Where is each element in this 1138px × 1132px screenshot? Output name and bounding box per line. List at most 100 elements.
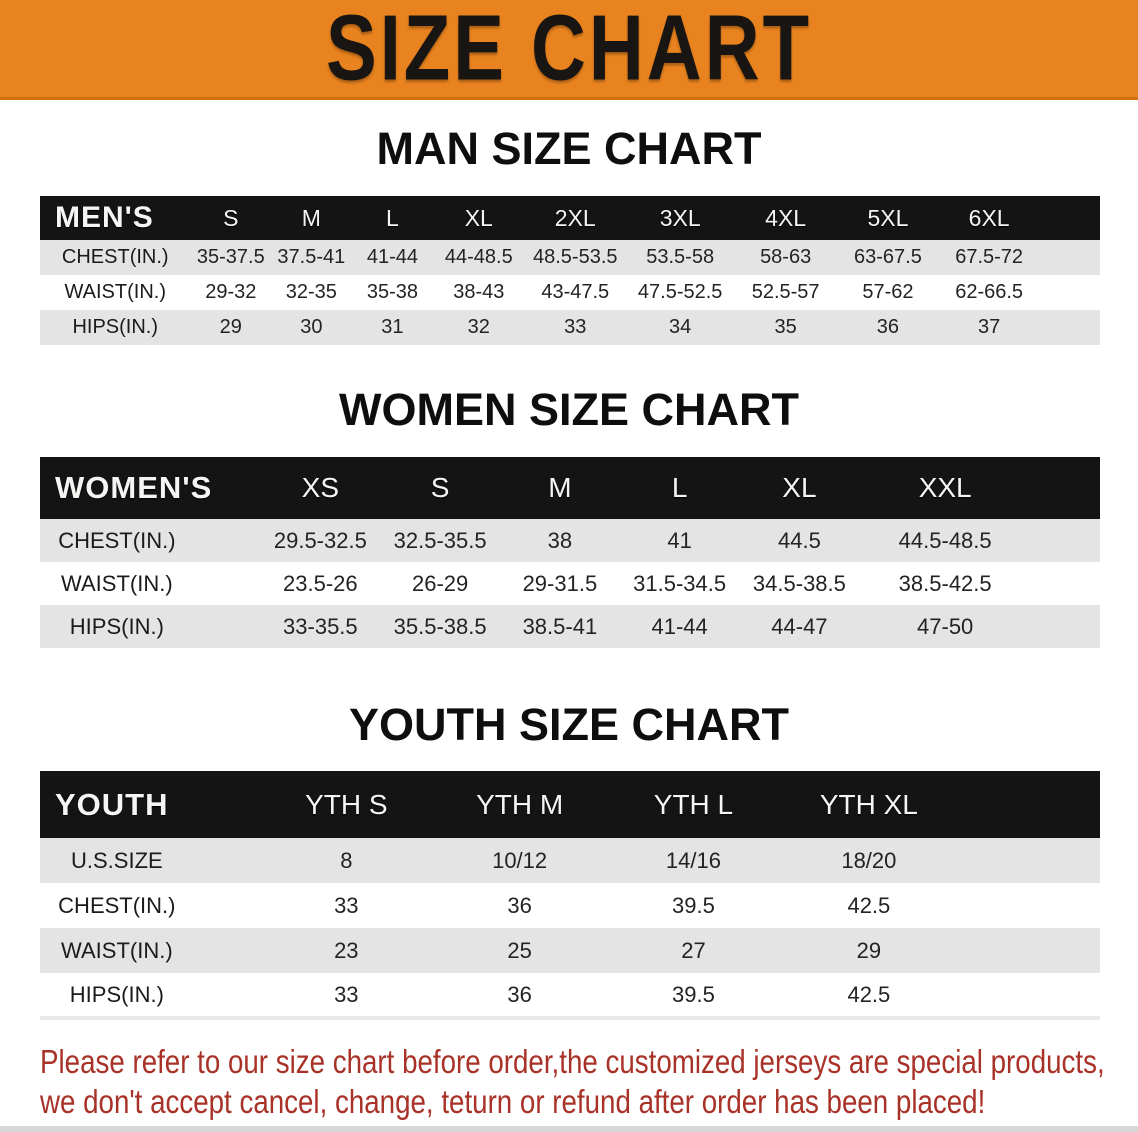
size-value-cell: 36 xyxy=(837,310,939,345)
column-header: XL xyxy=(739,457,860,519)
size-value-cell: 41 xyxy=(619,519,740,562)
disclaimer-line-1: Please refer to our size chart before or… xyxy=(40,1043,1105,1080)
size-value-cell: 67.5-72 xyxy=(938,240,1040,275)
column-header: XL xyxy=(433,196,525,240)
size-value-cell: 37 xyxy=(938,310,1040,345)
spacer-cell xyxy=(193,928,261,973)
table-corner-label: YOUTH xyxy=(40,771,194,838)
table-row: HIPS(IN.) 33-35.5 35.5-38.5 38.5-41 41-44 44-… xyxy=(40,605,1100,648)
column-header: M xyxy=(271,196,352,240)
header-row: YOUTH YTH S YTH M YTH L YTH XL xyxy=(40,771,1100,838)
size-value-cell: 53.5-58 xyxy=(626,240,735,275)
banner: SIZE CHART xyxy=(0,0,1138,100)
bottom-strip xyxy=(0,1126,1138,1132)
spacer-cell xyxy=(957,838,1100,883)
size-value-cell: 29-31.5 xyxy=(500,562,620,605)
spacer-cell xyxy=(1039,240,1100,275)
disclaimer: Please refer to our size chart before or… xyxy=(40,1042,1138,1122)
spacer-cell xyxy=(193,973,261,1018)
table-corner-label: MEN'S xyxy=(40,196,191,240)
disclaimer-line-2: we don't accept cancel, change, teturn o… xyxy=(40,1083,986,1120)
size-value-cell: 35-37.5 xyxy=(190,240,272,275)
youth-size-chart-heading: YOUTH SIZE CHART xyxy=(348,699,789,750)
women-size-table: WOMEN'S XS S M L XL XXL CHEST(IN.) 29.5-32.5 32.5… xyxy=(40,457,1100,648)
spacer-cell xyxy=(193,771,261,838)
size-value-cell: 33-35.5 xyxy=(260,605,381,648)
table-row: U.S.SIZE 8 10/12 14/16 18/20 xyxy=(40,838,1100,883)
size-value-cell: 35.5-38.5 xyxy=(380,605,500,648)
women-size-chart-heading: WOMEN SIZE CHART xyxy=(339,384,799,435)
table-row: HIPS(IN.) 29 30 31 32 33 34 35 36 37 xyxy=(40,310,1100,345)
spacer-cell xyxy=(193,562,261,605)
women-size-chart-section: WOMEN SIZE CHART WOMEN'S XS S M L XL XXL CHEST(I… xyxy=(0,385,1138,648)
header-row: MEN'S S M L XL 2XL 3XL 4XL 5XL 6XL xyxy=(40,196,1100,240)
size-chart-sections: MAN SIZE CHART MEN'S S M L XL 2XL 3XL 4XL 5XL 6XL C… xyxy=(0,124,1138,1020)
size-value-cell: 30 xyxy=(271,310,352,345)
size-value-cell: 38.5-41 xyxy=(500,605,620,648)
column-header: L xyxy=(619,457,740,519)
row-label: CHEST(IN.) xyxy=(40,240,191,275)
size-value-cell: 35-38 xyxy=(351,275,434,310)
table-row: WAIST(IN.) 29-32 32-35 35-38 38-43 43-47.5 47.… xyxy=(40,275,1100,310)
youth-size-chart-section: YOUTH SIZE CHART YOUTH YTH S YTH M YTH L YTH … xyxy=(0,700,1138,1020)
row-label: U.S.SIZE xyxy=(40,838,194,883)
size-value-cell: 62-66.5 xyxy=(938,275,1040,310)
table-row: WAIST(IN.) 23 25 27 29 xyxy=(40,928,1100,973)
row-label: HIPS(IN.) xyxy=(40,605,194,648)
spacer-cell xyxy=(193,519,261,562)
spacer-cell xyxy=(1031,562,1100,605)
size-value-cell: 34.5-38.5 xyxy=(739,562,860,605)
size-value-cell: 39.5 xyxy=(607,973,780,1018)
table-row: CHEST(IN.) 29.5-32.5 32.5-35.5 38 41 44.5 44.5… xyxy=(40,519,1100,562)
size-value-cell: 36 xyxy=(432,883,608,928)
spacer-cell xyxy=(1031,519,1100,562)
size-value-cell: 48.5-53.5 xyxy=(524,240,627,275)
men-size-table: MEN'S S M L XL 2XL 3XL 4XL 5XL 6XL CHEST(IN.) 35-37… xyxy=(40,196,1100,345)
size-value-cell: 47-50 xyxy=(859,605,1032,648)
size-value-cell: 52.5-57 xyxy=(734,275,838,310)
column-header: 4XL xyxy=(734,196,838,240)
spacer-cell xyxy=(193,605,261,648)
size-value-cell: 32 xyxy=(433,310,525,345)
row-label: WAIST(IN.) xyxy=(40,275,191,310)
size-value-cell: 29 xyxy=(190,310,272,345)
size-value-cell: 38.5-42.5 xyxy=(859,562,1032,605)
size-value-cell: 47.5-52.5 xyxy=(626,275,735,310)
spacer-cell xyxy=(957,771,1100,838)
size-value-cell: 10/12 xyxy=(432,838,608,883)
column-header: S xyxy=(380,457,500,519)
size-value-cell: 29.5-32.5 xyxy=(260,519,381,562)
column-header: XS xyxy=(260,457,381,519)
size-value-cell: 27 xyxy=(607,928,780,973)
row-label: WAIST(IN.) xyxy=(40,928,194,973)
size-value-cell: 23.5-26 xyxy=(260,562,381,605)
size-value-cell: 58-63 xyxy=(734,240,838,275)
size-value-cell: 8 xyxy=(260,838,433,883)
header-row: WOMEN'S XS S M L XL XXL xyxy=(40,457,1100,519)
spacer-cell xyxy=(1031,457,1100,519)
size-value-cell: 57-62 xyxy=(837,275,939,310)
size-value-cell: 38-43 xyxy=(433,275,525,310)
spacer-cell xyxy=(1039,310,1100,345)
row-label: HIPS(IN.) xyxy=(40,973,194,1018)
size-value-cell: 31 xyxy=(351,310,434,345)
row-label: HIPS(IN.) xyxy=(40,310,191,345)
column-header: XXL xyxy=(859,457,1032,519)
column-header: S xyxy=(190,196,272,240)
column-header: YTH L xyxy=(607,771,780,838)
banner-title: SIZE CHART xyxy=(326,0,812,101)
size-value-cell: 32.5-35.5 xyxy=(380,519,500,562)
men-size-chart-section: MAN SIZE CHART MEN'S S M L XL 2XL 3XL 4XL 5XL 6XL C… xyxy=(0,124,1138,345)
size-value-cell: 36 xyxy=(432,973,608,1018)
size-value-cell: 29 xyxy=(779,928,958,973)
size-value-cell: 44.5 xyxy=(739,519,860,562)
row-label: WAIST(IN.) xyxy=(40,562,194,605)
spacer-cell xyxy=(957,928,1100,973)
column-header: YTH S xyxy=(260,771,433,838)
size-value-cell: 14/16 xyxy=(607,838,780,883)
column-header: L xyxy=(351,196,434,240)
size-value-cell: 26-29 xyxy=(380,562,500,605)
size-value-cell: 42.5 xyxy=(779,973,958,1018)
youth-size-table: YOUTH YTH S YTH M YTH L YTH XL U.S.SIZE 8 10/12… xyxy=(40,771,1100,1020)
table-row: CHEST(IN.) 35-37.5 37.5-41 41-44 44-48.5 48.5… xyxy=(40,240,1100,275)
